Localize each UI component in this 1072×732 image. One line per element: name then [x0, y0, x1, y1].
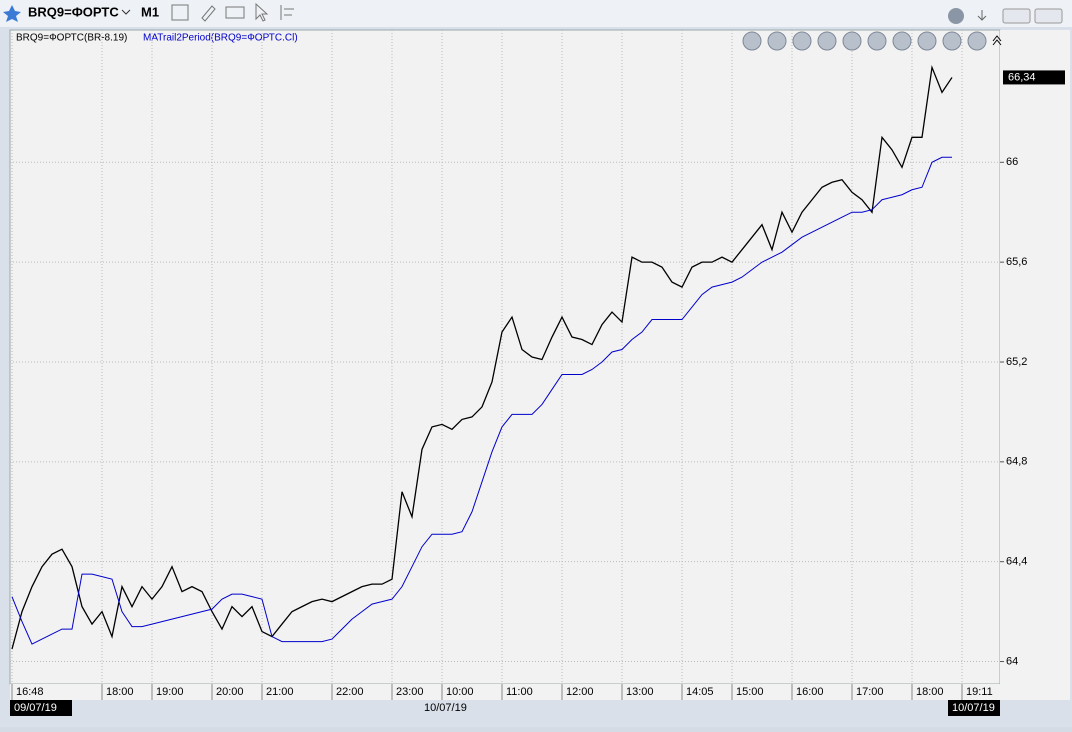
date-label: 10/07/19 — [424, 702, 467, 714]
y-tick-label: 64,4 — [1006, 556, 1027, 568]
collapse[interactable] — [992, 35, 1002, 46]
timeframe[interactable]: M1 — [141, 4, 159, 19]
nav-prev[interactable] — [767, 31, 787, 51]
zoom-out[interactable] — [867, 31, 887, 51]
x-tick-label: 17:00 — [856, 686, 884, 698]
toolbar-bg — [0, 0, 1072, 27]
symbol[interactable]: BRQ9=ФОРТС — [28, 4, 119, 19]
x-tick-label: 15:00 — [736, 686, 764, 698]
nav-last[interactable] — [817, 31, 837, 51]
legend-entry: MATrail2Period(BRQ9=ФОРТС.Cl) — [143, 33, 298, 44]
x-tick-label: 21:00 — [266, 686, 294, 698]
expand[interactable] — [942, 31, 962, 51]
symbol-dropdown[interactable] — [121, 9, 131, 15]
x-tick-label: 19:11 — [966, 686, 993, 698]
x-tick-label: 11:00 — [506, 686, 533, 698]
zoom-in[interactable] — [842, 31, 862, 51]
y-tick-label: 65,6 — [1006, 256, 1027, 268]
x-tick-label: 20:00 — [216, 686, 244, 698]
date-label: 09/07/19 — [14, 702, 57, 714]
favorite-star[interactable] — [3, 5, 21, 22]
y-tick-label: 65,2 — [1006, 356, 1027, 368]
nav-first[interactable] — [742, 31, 762, 51]
x-tick-label: 23:00 — [396, 686, 424, 698]
x-tick-label: 18:00 — [106, 686, 134, 698]
date-box — [10, 700, 72, 716]
series-line — [11, 64, 953, 650]
compress[interactable] — [917, 31, 937, 51]
indicator-icon[interactable] — [225, 6, 245, 19]
currency-icon[interactable] — [948, 8, 964, 24]
y-axis-area — [1000, 30, 1070, 684]
cursor-icon[interactable] — [255, 2, 269, 22]
layout-icon[interactable] — [280, 5, 294, 20]
close-btn[interactable] — [1034, 8, 1063, 24]
x-tick-label: 16:00 — [796, 686, 824, 698]
date-label: 10/07/19 — [952, 702, 995, 714]
minimize-btn[interactable] — [1002, 8, 1031, 24]
x-tick-label: 13:00 — [626, 686, 654, 698]
go-end[interactable] — [967, 31, 987, 51]
x-tick-label: 14:05 — [686, 686, 714, 698]
x-tick-label: 18:00 — [916, 686, 944, 698]
candles-icon[interactable] — [171, 4, 189, 21]
x-tick-label: 16:48 — [16, 686, 44, 698]
last-price-marker — [1003, 70, 1065, 85]
y-tick-label: 66 — [1006, 156, 1018, 168]
legend-entry: BRQ9=ФОРТС(BR-8.19) — [16, 33, 127, 44]
x-tick-label: 10:00 — [446, 686, 474, 698]
download-icon[interactable] — [977, 10, 987, 21]
draw-icon[interactable] — [201, 5, 216, 22]
zoom-fit[interactable] — [892, 31, 912, 51]
y-tick-label: 64,8 — [1006, 456, 1027, 468]
x-axis-area — [10, 684, 1070, 700]
x-tick-label: 12:00 — [566, 686, 594, 698]
y-tick-label: 64 — [1006, 655, 1018, 667]
x-tick-label: 22:00 — [336, 686, 364, 698]
x-tick-label: 19:00 — [156, 686, 184, 698]
nav-buttons — [742, 31, 1002, 51]
series-line — [11, 156, 952, 645]
nav-next[interactable] — [792, 31, 812, 51]
date-box — [948, 700, 1000, 716]
last-price-label: 66,34 — [1008, 71, 1036, 83]
